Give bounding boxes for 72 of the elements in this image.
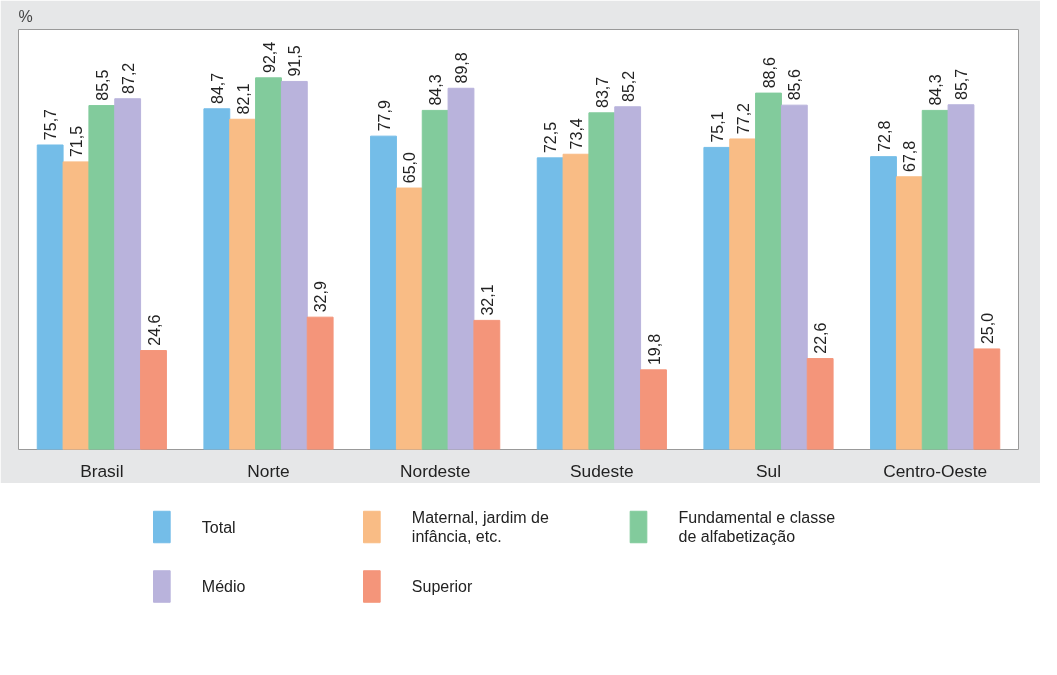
bar	[473, 319, 501, 450]
data-label: 71,5	[68, 125, 85, 158]
bar	[280, 80, 308, 450]
data-label: 85,2	[619, 70, 637, 102]
bar	[88, 105, 116, 450]
data-label: 92,4	[260, 41, 278, 73]
data-label: 22,6	[812, 322, 830, 354]
data-label: 65,0	[401, 151, 419, 184]
bar	[114, 98, 142, 450]
data-label: 75,1	[708, 111, 726, 143]
x-tick-label: Centro-Oeste	[883, 460, 988, 481]
bar	[203, 108, 231, 450]
data-label: 32,1	[478, 284, 496, 316]
bar	[306, 316, 334, 450]
legend-label: Total	[201, 518, 236, 536]
data-label: 89,8	[453, 52, 470, 84]
legend-label: Maternal, jardim de infância, etc.	[411, 509, 549, 545]
bar	[806, 358, 834, 450]
bar	[255, 77, 282, 450]
bar	[229, 118, 257, 450]
data-label: 73,4	[568, 118, 585, 150]
x-tick-label: Sul	[755, 460, 782, 481]
data-label: 82,1	[234, 83, 252, 115]
legend-label: Médio	[201, 578, 246, 595]
bar	[140, 350, 167, 450]
bar	[921, 109, 949, 450]
bar	[62, 161, 90, 450]
data-label: 77,9	[375, 100, 393, 132]
data-label: 72,5	[542, 121, 560, 154]
bar	[395, 187, 423, 450]
data-label: 25,0	[978, 312, 996, 345]
data-label: 87,2	[119, 62, 137, 94]
data-label: 67,8	[901, 140, 919, 172]
bar	[729, 138, 757, 450]
bar	[447, 87, 475, 450]
data-label: 84,7	[208, 72, 226, 104]
data-label: 24,6	[145, 314, 163, 346]
data-label: 83,7	[593, 76, 611, 108]
data-label: 85,5	[93, 69, 111, 101]
legend-label: Superior	[411, 578, 473, 595]
bar	[973, 348, 1001, 450]
bar	[36, 144, 64, 450]
bar	[755, 92, 782, 450]
x-tick-label: Brasil	[80, 460, 124, 481]
data-label: 91,5	[286, 45, 304, 77]
data-label: 72,8	[875, 120, 893, 152]
bar	[588, 112, 616, 450]
bar	[780, 104, 808, 450]
bar	[703, 146, 731, 450]
data-label: 19,8	[645, 333, 663, 366]
bar	[370, 135, 397, 450]
x-tick-label: Nordeste	[400, 460, 471, 481]
x-tick-label: Norte	[247, 460, 290, 481]
data-label: 77,2	[734, 102, 752, 135]
bar	[870, 156, 897, 450]
data-label: 85,6	[786, 69, 804, 101]
data-label: 88,6	[760, 57, 778, 89]
data-label: 32,9	[312, 281, 330, 313]
bar	[640, 369, 667, 450]
data-label: 85,7	[953, 68, 970, 100]
bar	[421, 109, 449, 450]
legend-label: Fundamental e classe de alfabetização	[678, 509, 836, 545]
bar	[614, 106, 642, 450]
data-label: 84,3	[927, 74, 945, 106]
data-label: 75,7	[42, 108, 60, 141]
y-axis-title: %	[18, 7, 33, 25]
x-tick-label: Sudeste	[570, 460, 634, 481]
data-label: 84,3	[427, 74, 445, 106]
bar	[947, 104, 975, 450]
bar	[895, 176, 923, 450]
bar	[536, 157, 564, 450]
bar	[562, 153, 590, 450]
